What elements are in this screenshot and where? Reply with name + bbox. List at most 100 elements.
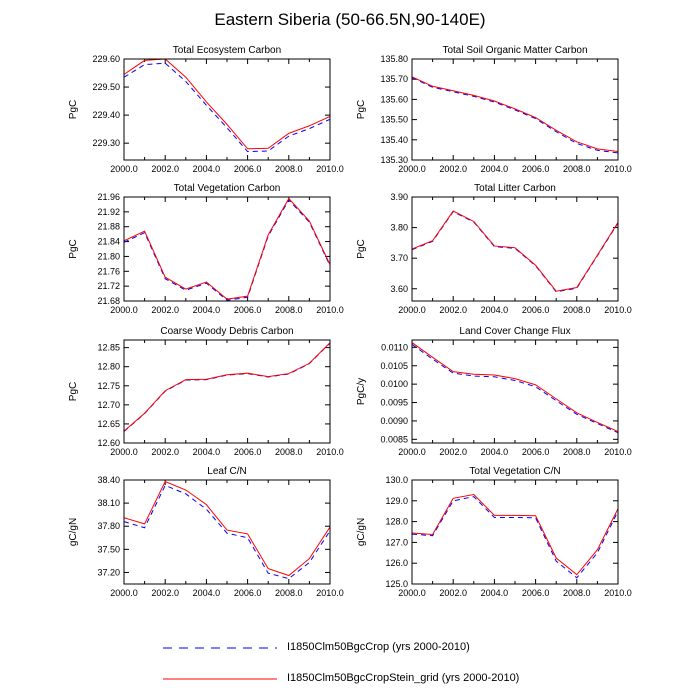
- panel-title: Total Vegetation Carbon: [174, 183, 281, 194]
- x-tick-label: 2006.0: [522, 305, 550, 315]
- y-tick-label: 135.80: [380, 54, 408, 64]
- series-line-1: [412, 494, 618, 576]
- x-tick-label: 2004.0: [481, 305, 509, 315]
- panel-title: Coarse Woody Debris Carbon: [160, 326, 293, 337]
- y-tick-label: 37.50: [97, 544, 120, 554]
- x-tick-label: 2000.0: [110, 588, 138, 598]
- panel-title: Total Vegetation C/N: [469, 466, 560, 477]
- y-tick-label: 38.40: [97, 475, 120, 485]
- x-tick-label: 2000.0: [110, 305, 138, 315]
- y-axis-label: PgC: [356, 239, 367, 258]
- y-tick-label: 3.70: [390, 253, 408, 263]
- x-tick-label: 2000.0: [110, 164, 138, 174]
- x-tick-label: 2008.0: [563, 305, 591, 315]
- y-tick-label: 21.96: [97, 192, 120, 202]
- x-tick-label: 2008.0: [275, 164, 303, 174]
- y-tick-label: 0.0105: [380, 361, 408, 371]
- plot-frame: [123, 479, 331, 585]
- y-tick-label: 126.0: [385, 558, 408, 568]
- x-tick-label: 2002.0: [439, 447, 467, 457]
- x-tick-label: 2002.0: [151, 305, 179, 315]
- x-tick-label: 2000.0: [398, 305, 426, 315]
- x-tick-label: 2010.0: [604, 447, 632, 457]
- x-tick-label: 2002.0: [151, 447, 179, 457]
- plot-frame: [123, 196, 331, 302]
- y-tick-label: 0.0090: [380, 416, 408, 426]
- x-tick-label: 2000.0: [398, 447, 426, 457]
- y-tick-label: 12.85: [97, 343, 120, 353]
- y-axis-label: gC/gN: [68, 518, 79, 546]
- y-tick-label: 21.68: [97, 296, 120, 306]
- y-tick-label: 3.90: [390, 192, 408, 202]
- series-line-0: [124, 484, 330, 580]
- x-tick-label: 2002.0: [151, 164, 179, 174]
- x-tick-label: 2010.0: [316, 588, 344, 598]
- y-tick-label: 0.0095: [380, 398, 408, 408]
- series-line-0: [412, 211, 618, 293]
- x-tick-label: 2010.0: [316, 164, 344, 174]
- x-tick-label: 2008.0: [275, 447, 303, 457]
- series-line-0: [124, 62, 330, 153]
- series-line-0: [412, 77, 618, 154]
- plot-frame: [411, 339, 619, 444]
- x-tick-label: 2006.0: [234, 164, 262, 174]
- series-line-0: [124, 342, 330, 432]
- y-tick-label: 0.0110: [381, 342, 408, 352]
- y-tick-label: 135.60: [380, 94, 408, 104]
- x-tick-label: 2000.0: [110, 447, 138, 457]
- x-tick-label: 2006.0: [234, 305, 262, 315]
- y-tick-label: 229.30: [92, 138, 120, 148]
- y-tick-label: 12.75: [97, 381, 120, 391]
- series-line-0: [412, 496, 618, 579]
- y-tick-label: 21.84: [97, 237, 120, 247]
- series-line-1: [412, 76, 618, 153]
- panel-title: Total Soil Organic Matter Carbon: [442, 45, 587, 56]
- y-tick-label: 125.0: [385, 579, 408, 589]
- series-line-1: [412, 210, 618, 292]
- x-tick-label: 2004.0: [193, 305, 221, 315]
- series-line-0: [412, 344, 618, 434]
- y-axis-label: PgC: [68, 239, 79, 258]
- x-tick-label: 2002.0: [439, 588, 467, 598]
- x-tick-label: 2008.0: [275, 588, 303, 598]
- x-tick-label: 2002.0: [439, 164, 467, 174]
- y-tick-label: 135.70: [380, 74, 408, 84]
- y-tick-label: 38.10: [97, 498, 120, 508]
- panel-5: Land Cover Change Flux PgC/y 2000.0 2002.0 2…: [356, 326, 632, 457]
- y-axis-label: PgC/y: [356, 378, 367, 405]
- panel-0: Total Ecosystem Carbon PgC 2000.0 2002.0 200…: [68, 45, 344, 174]
- y-tick-label: 229.40: [92, 110, 120, 120]
- y-tick-label: 21.76: [97, 266, 120, 276]
- y-tick-label: 21.88: [97, 222, 120, 232]
- plot-frame: [411, 479, 619, 585]
- y-tick-label: 12.80: [97, 362, 120, 372]
- panel-6: Leaf C/N gC/gN 2000.0 2002.0 2004.0 2006.0 200…: [68, 466, 344, 598]
- x-tick-label: 2004.0: [481, 588, 509, 598]
- y-tick-label: 21.92: [97, 207, 120, 217]
- series-line-1: [412, 342, 618, 433]
- x-tick-label: 2008.0: [563, 447, 591, 457]
- x-tick-label: 2008.0: [275, 305, 303, 315]
- x-tick-label: 2008.0: [563, 588, 591, 598]
- panel-title: Total Litter Carbon: [474, 183, 556, 194]
- y-axis-label: PgC: [68, 100, 79, 119]
- panel-title: Land Cover Change Flux: [459, 326, 570, 337]
- x-tick-label: 2006.0: [522, 588, 550, 598]
- y-tick-label: 135.30: [380, 155, 408, 165]
- x-tick-label: 2006.0: [234, 588, 262, 598]
- x-tick-label: 2010.0: [316, 447, 344, 457]
- x-tick-label: 2004.0: [193, 447, 221, 457]
- panel-7: Total Vegetation C/N gC/gN 2000.0 2002.0 200…: [356, 466, 632, 598]
- panel-title: Leaf C/N: [207, 466, 246, 477]
- x-tick-label: 2006.0: [234, 447, 262, 457]
- series-line-1: [124, 342, 330, 432]
- y-tick-label: 12.65: [97, 419, 120, 429]
- panel-4: Coarse Woody Debris Carbon PgC 2000.0 2002.…: [68, 326, 344, 457]
- y-tick-label: 229.50: [92, 82, 120, 92]
- panel-1: Total Soil Organic Matter Carbon PgC 2000.…: [356, 45, 632, 174]
- y-tick-label: 12.60: [97, 438, 120, 448]
- y-tick-label: 135.50: [380, 115, 408, 125]
- panel-2: Total Vegetation Carbon PgC 2000.0 2002.0 20…: [68, 183, 344, 315]
- y-tick-label: 129.0: [385, 496, 408, 506]
- plot-frame: [411, 58, 619, 161]
